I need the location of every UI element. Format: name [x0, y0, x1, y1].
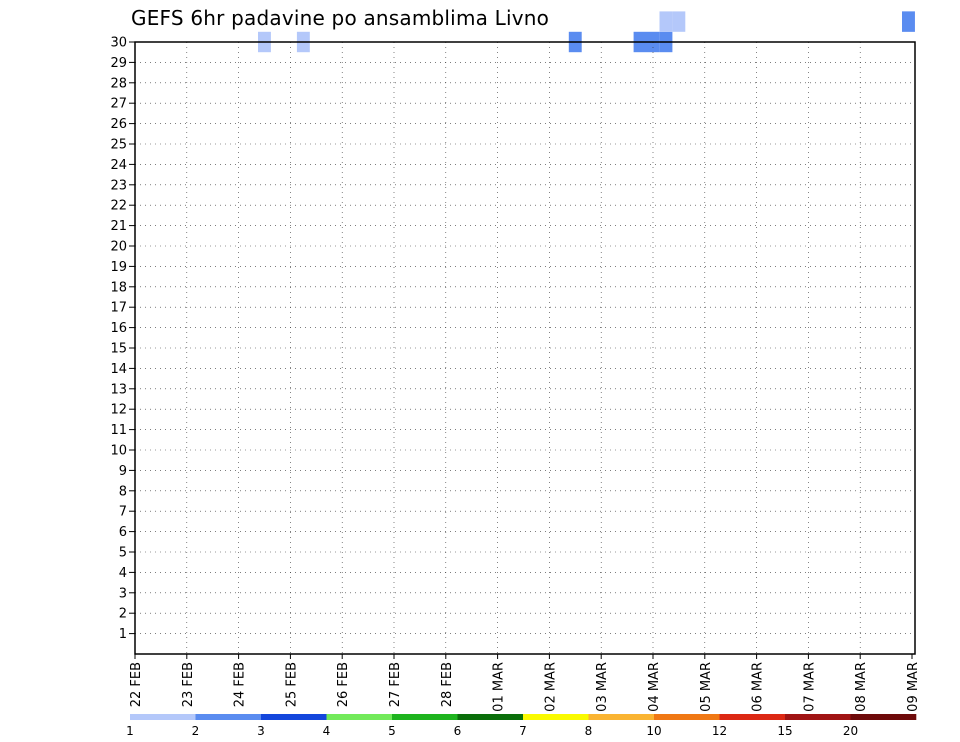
legend-label: 8 — [585, 724, 593, 738]
y-tick-label: 21 — [110, 219, 127, 234]
y-tick-label: 27 — [110, 97, 127, 112]
legend-label: 12 — [712, 724, 727, 738]
y-tick-label: 15 — [110, 342, 127, 357]
y-tick-label: 16 — [110, 321, 127, 336]
y-tick-label: 23 — [110, 178, 127, 193]
legend-label: 15 — [777, 724, 792, 738]
y-tick-label: 11 — [110, 423, 127, 438]
legend-swatch — [392, 714, 458, 720]
legend-swatch — [654, 714, 720, 720]
x-tick-label: 23 FEB — [181, 662, 196, 707]
y-tick-label: 30 — [110, 36, 127, 51]
y-tick-label: 20 — [110, 240, 127, 255]
heatmap-cells — [258, 11, 915, 53]
y-tick-label: 26 — [110, 117, 127, 132]
x-tick-label: 26 FEB — [336, 662, 351, 707]
y-tick-label: 25 — [110, 138, 127, 153]
y-tick-label: 28 — [110, 76, 127, 91]
x-tick-label: 28 FEB — [440, 662, 455, 707]
y-tick-label: 17 — [110, 301, 127, 316]
y-tick-label: 22 — [110, 199, 127, 214]
y-tick-label: 1 — [119, 627, 127, 642]
legend-label: 20 — [843, 724, 858, 738]
y-tick-label: 12 — [110, 403, 127, 418]
y-tick-label: 4 — [119, 566, 127, 581]
legend-label: 3 — [257, 724, 265, 738]
legend-swatch — [523, 714, 589, 720]
legend-label: 10 — [646, 724, 661, 738]
legend-label: 6 — [454, 724, 462, 738]
legend-swatch — [785, 714, 851, 720]
x-tick-label: 01 MAR — [492, 662, 507, 712]
legend-swatch — [457, 714, 524, 720]
x-tick-label: 05 MAR — [699, 662, 714, 712]
y-tick-label: 24 — [110, 158, 127, 173]
y-tick-label: 7 — [119, 505, 127, 520]
x-tick-label: 06 MAR — [751, 662, 766, 712]
legend-swatch — [195, 714, 262, 720]
x-tick-label: 24 FEB — [233, 662, 248, 707]
x-tick-label: 02 MAR — [543, 662, 558, 712]
y-tick-label: 6 — [119, 525, 127, 540]
y-tick-label: 14 — [110, 362, 127, 377]
legend-label: 5 — [388, 724, 396, 738]
legend-swatch — [130, 714, 196, 720]
legend-swatch — [719, 714, 786, 720]
y-tick-label: 2 — [119, 607, 127, 622]
y-tick-label: 18 — [110, 280, 127, 295]
x-tick-label: 22 FEB — [129, 662, 144, 707]
y-tick-label: 29 — [110, 56, 127, 71]
chart-title: GEFS 6hr padavine po ansamblima Livno — [131, 6, 550, 30]
x-axis: 22 FEB 23 FEB 24 FEB 25 FEB 26 FEB 27 FEB 28 F… — [129, 654, 921, 712]
x-tick-label: 08 MAR — [854, 662, 869, 712]
y-tick-label: 10 — [110, 444, 127, 459]
heatmap-cell — [672, 11, 686, 32]
heatmap-cell — [902, 11, 915, 32]
x-tick-label: 25 FEB — [284, 662, 299, 707]
y-tick-label: 5 — [119, 546, 127, 561]
x-tick-label: 04 MAR — [647, 662, 662, 712]
chart-grid — [135, 41, 915, 654]
heatmap-cell — [659, 11, 673, 32]
legend-swatch — [261, 714, 327, 720]
x-tick-label: 07 MAR — [802, 662, 817, 712]
y-tick-label: 9 — [119, 464, 127, 479]
y-axis: 1234567891011121314151617181920212223242… — [110, 36, 135, 642]
x-tick-label: 09 MAR — [906, 662, 921, 712]
legend-label: 1 — [126, 724, 134, 738]
x-tick-label: 03 MAR — [595, 662, 610, 712]
x-tick-label: 27 FEB — [388, 662, 403, 707]
y-tick-label: 13 — [110, 382, 127, 397]
legend-swatch — [588, 714, 655, 720]
legend-label: 7 — [519, 724, 527, 738]
y-tick-label: 8 — [119, 484, 127, 499]
y-tick-label: 19 — [110, 260, 127, 275]
y-tick-label: 3 — [119, 586, 127, 601]
legend-swatch — [850, 714, 917, 720]
legend-swatch — [326, 714, 393, 720]
legend-label: 4 — [323, 724, 331, 738]
color-legend: 1 2 3 4 5 6 7 8 10 12 15 20 — [126, 714, 917, 738]
legend-label: 2 — [192, 724, 200, 738]
